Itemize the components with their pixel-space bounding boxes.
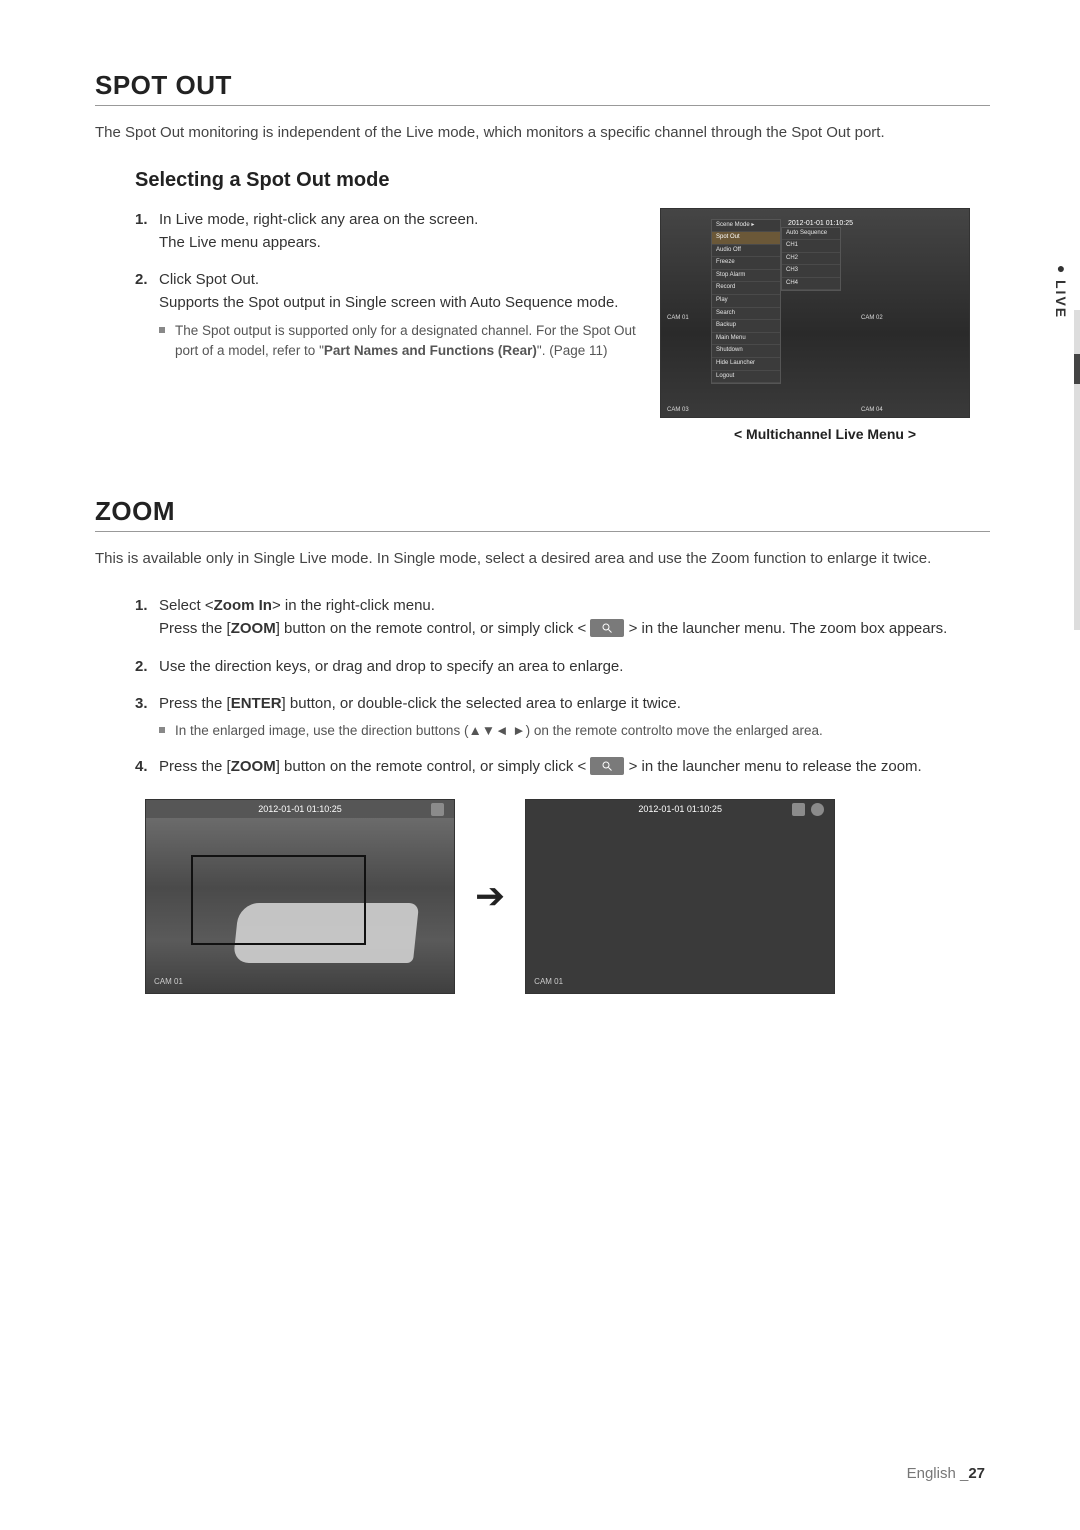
multichannel-menu-screenshot: CAM 01 CAM 02 CAM 03 CAM 04 2012-01-01 0…	[660, 208, 970, 418]
spotout-steps: In Live mode, right-click any area on th…	[135, 208, 640, 362]
menu-item: Record	[712, 282, 780, 295]
step-text: In Live mode, right-click any area on th…	[159, 211, 478, 228]
zoom-launcher-icon	[590, 757, 624, 775]
spotout-subsection: Selecting a Spot Out mode	[135, 169, 990, 192]
zoom-steps: Select <Zoom In> in the right-click menu…	[135, 594, 990, 779]
t: > in the right-click menu.	[272, 597, 435, 614]
menu-item: Scene Mode ▸	[712, 220, 780, 233]
spotout-intro: The Spot Out monitoring is independent o…	[95, 122, 990, 145]
zoom-step-2: Use the direction keys, or drag and drop…	[135, 655, 990, 678]
sub-text: ". (Page 11)	[537, 343, 608, 358]
t-bold: ZOOM	[231, 758, 276, 775]
shot-cam-label: CAM 01	[154, 977, 183, 986]
zoom-step-3-sub: In the enlarged image, use the direction…	[159, 721, 990, 741]
menu-item: Audio Off	[712, 245, 780, 258]
toolbar-icon	[792, 803, 805, 816]
menu-item: Play	[712, 295, 780, 308]
menu-item: Hide Launcher	[712, 358, 780, 371]
shot-cam-label: CAM 01	[534, 977, 563, 986]
submenu-item: CH1	[782, 240, 840, 253]
shot-timestamp: 2012-01-01 01:10:25	[258, 804, 342, 814]
context-submenu: Auto Sequence CH1 CH2 CH3 CH4	[781, 227, 841, 292]
t: Select <	[159, 597, 214, 614]
t: ] button, or double-click the selected a…	[282, 695, 681, 712]
t: In the enlarged image, use the direction…	[175, 723, 468, 738]
spotout-step-2-sub: The Spot output is supported only for a …	[159, 321, 640, 362]
submenu-item: Auto Sequence	[782, 228, 840, 241]
t-bold: ENTER	[231, 695, 282, 712]
footer-lang: English	[907, 1465, 960, 1482]
menu-item: Stop Alarm	[712, 270, 780, 283]
t-bold: Zoom In	[214, 597, 272, 614]
t-bold: ZOOM	[231, 620, 276, 637]
t: ] button on the remote control, or simpl…	[276, 620, 591, 637]
menu-item: Shutdown	[712, 345, 780, 358]
zoom-step-3: Press the [ENTER] button, or double-clic…	[135, 692, 990, 742]
side-scrollbar-thumb	[1074, 354, 1080, 384]
step-text: The Live menu appears.	[159, 234, 321, 251]
menu-item: Backup	[712, 320, 780, 333]
menu-item: Search	[712, 308, 780, 321]
t: ] button on the remote control, or simpl…	[276, 758, 591, 775]
cam-label: CAM 01	[667, 315, 689, 321]
submenu-item: CH4	[782, 278, 840, 291]
t: ) on the remote controlto move the enlar…	[526, 723, 823, 738]
cam-label: CAM 02	[861, 315, 883, 321]
cam-label: CAM 04	[861, 407, 883, 413]
t: Press the [	[159, 758, 231, 775]
step-text: Supports the Spot output in Single scree…	[159, 294, 618, 311]
screenshot-caption: < Multichannel Live Menu >	[660, 426, 990, 442]
step-text: Click Spot Out.	[159, 271, 259, 288]
arrow-right-icon: ➔	[475, 875, 505, 917]
spotout-heading: SPOT OUT	[95, 70, 990, 106]
submenu-item: CH3	[782, 265, 840, 278]
menu-item: Freeze	[712, 257, 780, 270]
side-section-tab: ● LIVE	[1050, 260, 1072, 610]
zoom-step-4: Press the [ZOOM] button on the remote co…	[135, 755, 990, 778]
context-menu: Scene Mode ▸ Spot Out Audio Off Freeze S…	[711, 219, 781, 385]
zoom-heading: ZOOM	[95, 496, 990, 532]
submenu-item: CH2	[782, 253, 840, 266]
t: Press the [	[159, 620, 231, 637]
zoom-selection-rect	[191, 855, 366, 945]
sub-bold: Part Names and Functions (Rear)	[324, 343, 537, 358]
zoom-launcher-icon	[590, 619, 624, 637]
direction-arrows: ▲▼◄ ►	[468, 723, 525, 738]
side-label-text: LIVE	[1053, 280, 1069, 319]
toolbar-icon	[431, 803, 444, 816]
shot-timestamp: 2012-01-01 01:10:25	[638, 804, 722, 814]
menu-item: Logout	[712, 371, 780, 384]
spotout-step-1: In Live mode, right-click any area on th…	[135, 208, 640, 255]
zoom-intro: This is available only in Single Live mo…	[95, 548, 990, 571]
t: Press the [	[159, 695, 231, 712]
spotout-step-2: Click Spot Out. Supports the Spot output…	[135, 268, 640, 361]
zoom-step-1: Select <Zoom In> in the right-click menu…	[135, 594, 990, 641]
toolbar-icon	[811, 803, 824, 816]
menu-item-active: Spot Out	[712, 232, 780, 245]
cam-label: CAM 03	[667, 407, 689, 413]
t: > in the launcher menu to release the zo…	[624, 758, 921, 775]
page-footer: English _27	[907, 1465, 985, 1482]
side-bullet: ●	[1057, 260, 1065, 276]
zoom-before-screenshot: 2012-01-01 01:10:25 CAM 01	[145, 799, 455, 994]
footer-page-number: 27	[968, 1465, 985, 1482]
menu-item: Main Menu	[712, 333, 780, 346]
t: > in the launcher menu. The zoom box app…	[624, 620, 947, 637]
screenshot-timestamp: 2012-01-01 01:10:25	[788, 220, 853, 227]
zoom-after-screenshot: 2012-01-01 01:10:25 CAM 01	[525, 799, 835, 994]
